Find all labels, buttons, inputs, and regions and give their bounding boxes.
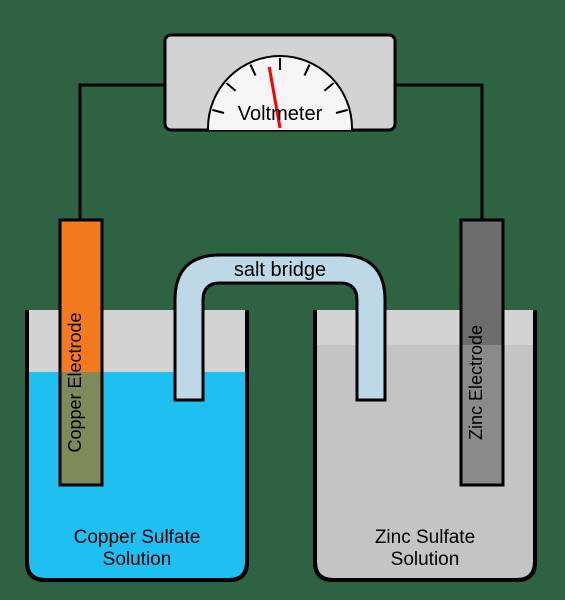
copper-electrode-label: Copper Electrode: [65, 312, 85, 452]
voltmeter-label: Voltmeter: [238, 103, 323, 125]
right-solution-label: Solution: [391, 549, 460, 570]
left-solution-label: Copper Sulfate: [74, 527, 201, 548]
zinc-electrode-label: Zinc Electrode: [466, 325, 486, 440]
zinc-electrode: Zinc Electrode: [461, 220, 503, 485]
right-solution-label: Zinc Sulfate: [375, 527, 475, 548]
left-solution-label: Solution: [103, 549, 172, 570]
salt-bridge-label: salt bridge: [234, 259, 326, 281]
copper-electrode: Copper Electrode: [60, 220, 102, 485]
